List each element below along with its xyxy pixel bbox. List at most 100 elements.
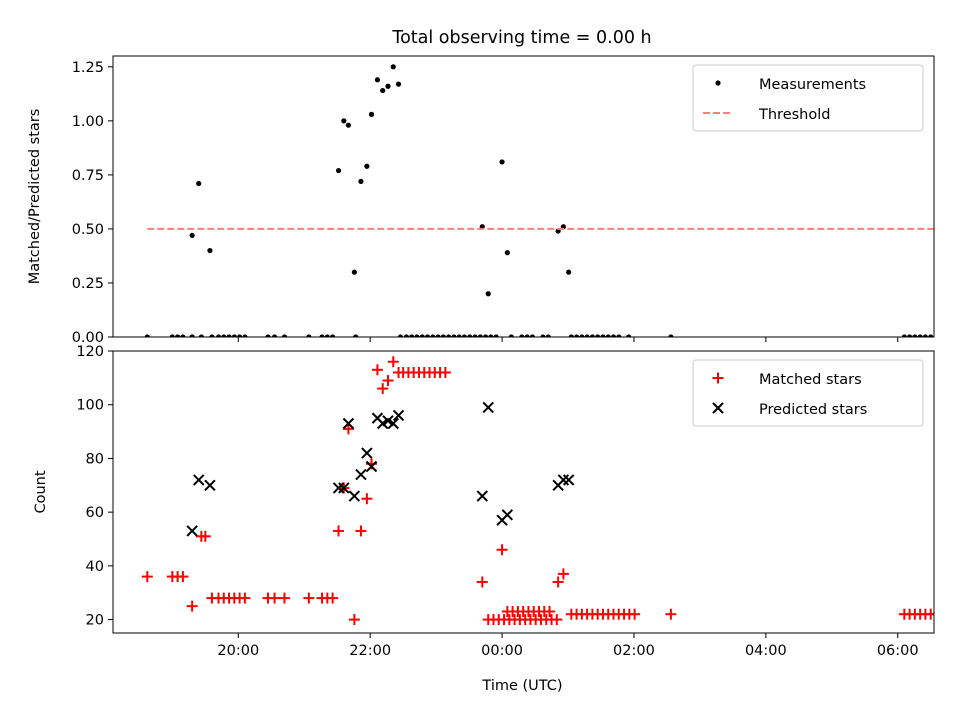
plot-area xyxy=(141,356,934,626)
data-point xyxy=(355,468,367,481)
data-point xyxy=(306,334,312,337)
y-tick-label: 20 xyxy=(86,613,104,629)
data-point xyxy=(338,482,350,494)
data-point xyxy=(545,334,551,337)
data-point xyxy=(365,460,378,473)
data-point xyxy=(605,334,611,337)
data-point xyxy=(485,291,491,297)
data-point xyxy=(446,334,452,337)
data-point xyxy=(392,409,405,422)
marker-stroke xyxy=(392,409,405,422)
x-tick-label: 00:00 xyxy=(481,643,523,659)
legend: Matched stars Predicted stars xyxy=(692,359,924,427)
marker-stroke xyxy=(186,525,198,537)
marker-stroke xyxy=(365,460,378,473)
data-point xyxy=(186,525,198,537)
legend: Measurements Threshold xyxy=(692,64,924,132)
y-tick-label: 0.25 xyxy=(72,276,104,292)
data-point xyxy=(341,118,347,124)
marker-stroke xyxy=(204,479,216,491)
data-point xyxy=(616,334,622,337)
data-point xyxy=(467,334,473,337)
data-point xyxy=(440,334,446,337)
data-point xyxy=(504,250,510,256)
y-tick-label: 0.00 xyxy=(72,330,104,346)
data-point xyxy=(371,364,383,376)
marker-stroke xyxy=(482,401,494,414)
data-point xyxy=(551,614,563,626)
data-point xyxy=(566,269,572,275)
data-point xyxy=(204,479,216,491)
data-point xyxy=(169,334,175,337)
data-point xyxy=(397,334,404,337)
y-tick-label: 1.00 xyxy=(72,114,104,130)
data-point xyxy=(456,334,462,337)
y-tick-label: 1.25 xyxy=(72,60,104,76)
marker-stroke xyxy=(562,474,575,486)
data-point xyxy=(327,592,339,604)
data-point xyxy=(329,334,336,337)
data-point xyxy=(198,334,204,337)
data-point xyxy=(540,334,546,337)
data-point xyxy=(409,334,415,337)
data-point xyxy=(271,334,278,337)
data-point xyxy=(501,509,514,521)
data-point xyxy=(180,334,186,337)
data-point xyxy=(231,334,237,337)
data-point xyxy=(424,334,431,337)
ratio-panel: 0.00 0.25 0.50 0.75 1.00 1.25 Matched/Predicte… xyxy=(27,55,935,346)
data-point xyxy=(414,334,420,337)
y-tick-label: 100 xyxy=(76,398,104,414)
data-point xyxy=(189,232,195,239)
data-point xyxy=(477,334,483,337)
data-point xyxy=(930,613,934,616)
data-point xyxy=(901,334,907,337)
marker-stroke xyxy=(348,490,361,502)
data-point xyxy=(193,474,205,486)
data-point xyxy=(544,606,556,618)
data-point xyxy=(579,334,585,337)
data-point xyxy=(242,334,248,337)
data-point xyxy=(345,122,352,128)
y-tick-label: 0.75 xyxy=(72,168,104,184)
data-point xyxy=(364,163,370,169)
marker-stroke xyxy=(355,468,367,481)
marker-stroke xyxy=(193,474,205,486)
data-point xyxy=(380,87,386,94)
data-point xyxy=(196,180,202,187)
data-point xyxy=(912,334,918,337)
data-point xyxy=(333,525,345,537)
data-point xyxy=(430,334,436,337)
data-point xyxy=(461,334,468,337)
data-point xyxy=(278,592,290,604)
data-point xyxy=(524,334,530,337)
data-point xyxy=(390,64,396,70)
legend-label: Threshold xyxy=(758,107,830,123)
data-point xyxy=(589,334,596,337)
figure-title: Total observing time = 0.00 h xyxy=(391,28,651,48)
data-point xyxy=(177,571,189,583)
data-point xyxy=(303,592,315,604)
axes-frame xyxy=(112,350,935,634)
series-predicted-stars xyxy=(186,401,575,537)
marker-stroke xyxy=(476,490,488,502)
data-point xyxy=(499,159,505,165)
marker-stroke xyxy=(371,412,384,424)
data-point xyxy=(629,608,641,620)
data-point xyxy=(189,334,195,337)
legend-label: Measurements xyxy=(759,77,866,93)
data-point xyxy=(324,334,330,337)
marker-stroke xyxy=(501,509,514,521)
data-point xyxy=(186,600,198,612)
marker-stroke xyxy=(342,417,355,430)
data-point xyxy=(281,334,288,337)
legend-marker xyxy=(712,402,724,414)
data-point xyxy=(209,334,215,337)
data-point xyxy=(488,334,494,337)
data-point xyxy=(665,608,677,620)
marker-stroke xyxy=(361,447,373,459)
y-tick-label: 80 xyxy=(86,451,104,467)
data-point xyxy=(419,334,425,337)
data-point xyxy=(239,592,251,604)
legend-label: Predicted stars xyxy=(759,402,867,418)
